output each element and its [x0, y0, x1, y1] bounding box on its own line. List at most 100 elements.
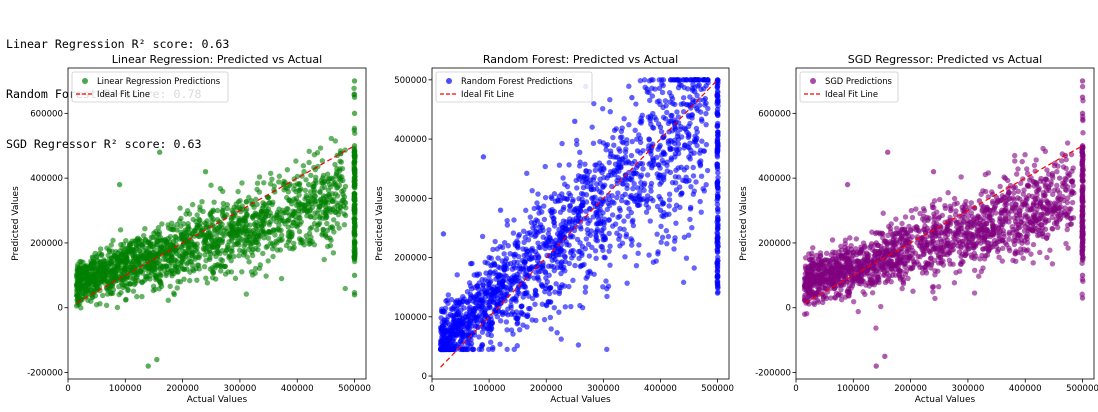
- scatter-cap-point: [714, 260, 720, 267]
- scatter-cloud-point: [683, 255, 690, 261]
- scatter-cloud-point: [1031, 162, 1038, 169]
- scatter-cloud-point: [915, 253, 921, 260]
- scatter-cloud-point: [165, 297, 171, 304]
- scatter-cloud-point: [552, 247, 558, 253]
- scatter-cloud-point: [588, 181, 594, 187]
- scatter-cloud-point: [1030, 260, 1036, 266]
- scatter-cloud-point: [476, 280, 482, 286]
- scatter-cloud-point: [650, 197, 656, 204]
- scatter-cloud-point: [529, 295, 536, 302]
- scatter-cap-point: [714, 230, 720, 236]
- scatter-cloud-point: [535, 229, 541, 236]
- scatter-cloud-point: [1046, 171, 1052, 177]
- scatter-cloud-point: [306, 230, 313, 236]
- scatter-cloud-point: [498, 300, 504, 307]
- scatter-cloud-point: [486, 346, 492, 353]
- scatter-cloud-point: [1037, 178, 1044, 184]
- scatter-cloud-point: [687, 94, 693, 100]
- scatter-cloud-point: [582, 284, 589, 290]
- scatter-cloud-point: [982, 171, 989, 178]
- scatter-cloud-point: [101, 257, 107, 263]
- scatter-cloud-point: [236, 247, 243, 254]
- scatter-cloud-point: [537, 244, 543, 251]
- scatter-cloud-point: [132, 280, 139, 286]
- scatter-cloud-point: [78, 259, 84, 265]
- scatter-point: [351, 143, 358, 149]
- scatter-cloud-point: [1063, 156, 1069, 163]
- scatter-cloud-point: [1020, 255, 1026, 261]
- scatter-cloud-point: [136, 248, 143, 254]
- scatter-cloud-point: [658, 239, 664, 245]
- scatter-point: [714, 195, 721, 202]
- scatter-cloud-point: [523, 207, 529, 214]
- scatter-cloud-point: [523, 246, 529, 253]
- scatter-cloud-point: [672, 206, 678, 213]
- scatter-cloud-point: [110, 287, 117, 293]
- scatter-cloud-point: [303, 195, 310, 201]
- scatter-cloud-point: [247, 241, 254, 247]
- scatter-cloud-point: [236, 215, 242, 222]
- scatter-cloud-point: [221, 263, 227, 270]
- scatter-cloud-point: [157, 272, 164, 279]
- scatter-cloud-point: [516, 265, 522, 271]
- scatter-cloud-point: [694, 135, 700, 141]
- scatter-point: [543, 243, 549, 249]
- scatter-cloud-point: [339, 165, 346, 172]
- scatter-point: [91, 275, 97, 282]
- scatter-point: [469, 260, 475, 267]
- scatter-cloud-point: [261, 235, 267, 241]
- scatter-cloud-point: [629, 138, 635, 145]
- scatter-cloud-point: [520, 228, 527, 234]
- scatter-cloud-point: [862, 291, 868, 298]
- scatter-cloud-point: [558, 270, 564, 277]
- scatter-cloud-point: [228, 215, 235, 221]
- scatter-cloud-point: [594, 238, 601, 244]
- scatter-cloud-point: [945, 190, 951, 196]
- scatter-cloud-point: [687, 140, 693, 146]
- scatter-cloud-point: [167, 269, 173, 275]
- x-tick-label: 400000: [281, 384, 314, 394]
- legend-box: [71, 71, 229, 103]
- scatter-cloud-point: [630, 185, 636, 192]
- scatter-cloud-point: [621, 226, 627, 233]
- scatter-cloud-point: [855, 273, 862, 279]
- scatter-cloud-point: [510, 331, 516, 337]
- scatter-cloud-point: [463, 314, 469, 320]
- scatter-cloud-point: [315, 163, 321, 170]
- scatter-point: [692, 88, 698, 95]
- scatter-cloud-point: [643, 209, 650, 215]
- scatter-cap-point: [715, 217, 721, 223]
- scatter-cloud-point: [184, 249, 191, 255]
- scatter-cloud-point: [685, 112, 692, 119]
- scatter-cloud-point: [855, 308, 861, 315]
- scatter-cloud-point: [567, 192, 574, 199]
- scatter-cloud-point: [485, 331, 491, 338]
- scatter-cloud-point: [576, 255, 582, 262]
- scatter-cloud-point: [525, 312, 531, 318]
- scatter-cloud-point: [577, 302, 583, 309]
- scatter-cloud-point: [320, 193, 327, 199]
- chart-1: 0 100000 200000 300000 400000 500000010000020…: [375, 53, 734, 405]
- scatter-cloud-point: [242, 223, 249, 230]
- scatter-cloud-point: [577, 248, 583, 254]
- scatter-cloud-point: [147, 276, 153, 282]
- legend-label-predictions: Linear Regression Predictions: [97, 76, 220, 86]
- scatter-cloud-point: [136, 255, 142, 261]
- scatter-cloud-point: [269, 201, 275, 208]
- scatter-cloud-point: [532, 248, 539, 255]
- scatter-cloud-point: [551, 219, 557, 226]
- x-tick-label: 200000: [166, 384, 199, 394]
- scatter-cloud-point: [857, 268, 863, 274]
- scatter-cloud-point: [328, 135, 334, 142]
- scatter-cloud-point: [908, 207, 915, 214]
- scatter-cloud-point: [189, 231, 195, 237]
- scatter-cloud-point: [541, 216, 548, 223]
- scatter-cloud-point: [105, 279, 112, 286]
- y-tick-label: -200000: [27, 369, 63, 379]
- scatter-cloud-point: [654, 231, 660, 237]
- scatter-cloud-point: [585, 241, 592, 247]
- scatter-cloud-point: [646, 252, 652, 258]
- scatter-cloud-point: [208, 209, 215, 215]
- scatter-cap-point: [351, 231, 357, 237]
- scatter-cloud-point: [334, 221, 340, 227]
